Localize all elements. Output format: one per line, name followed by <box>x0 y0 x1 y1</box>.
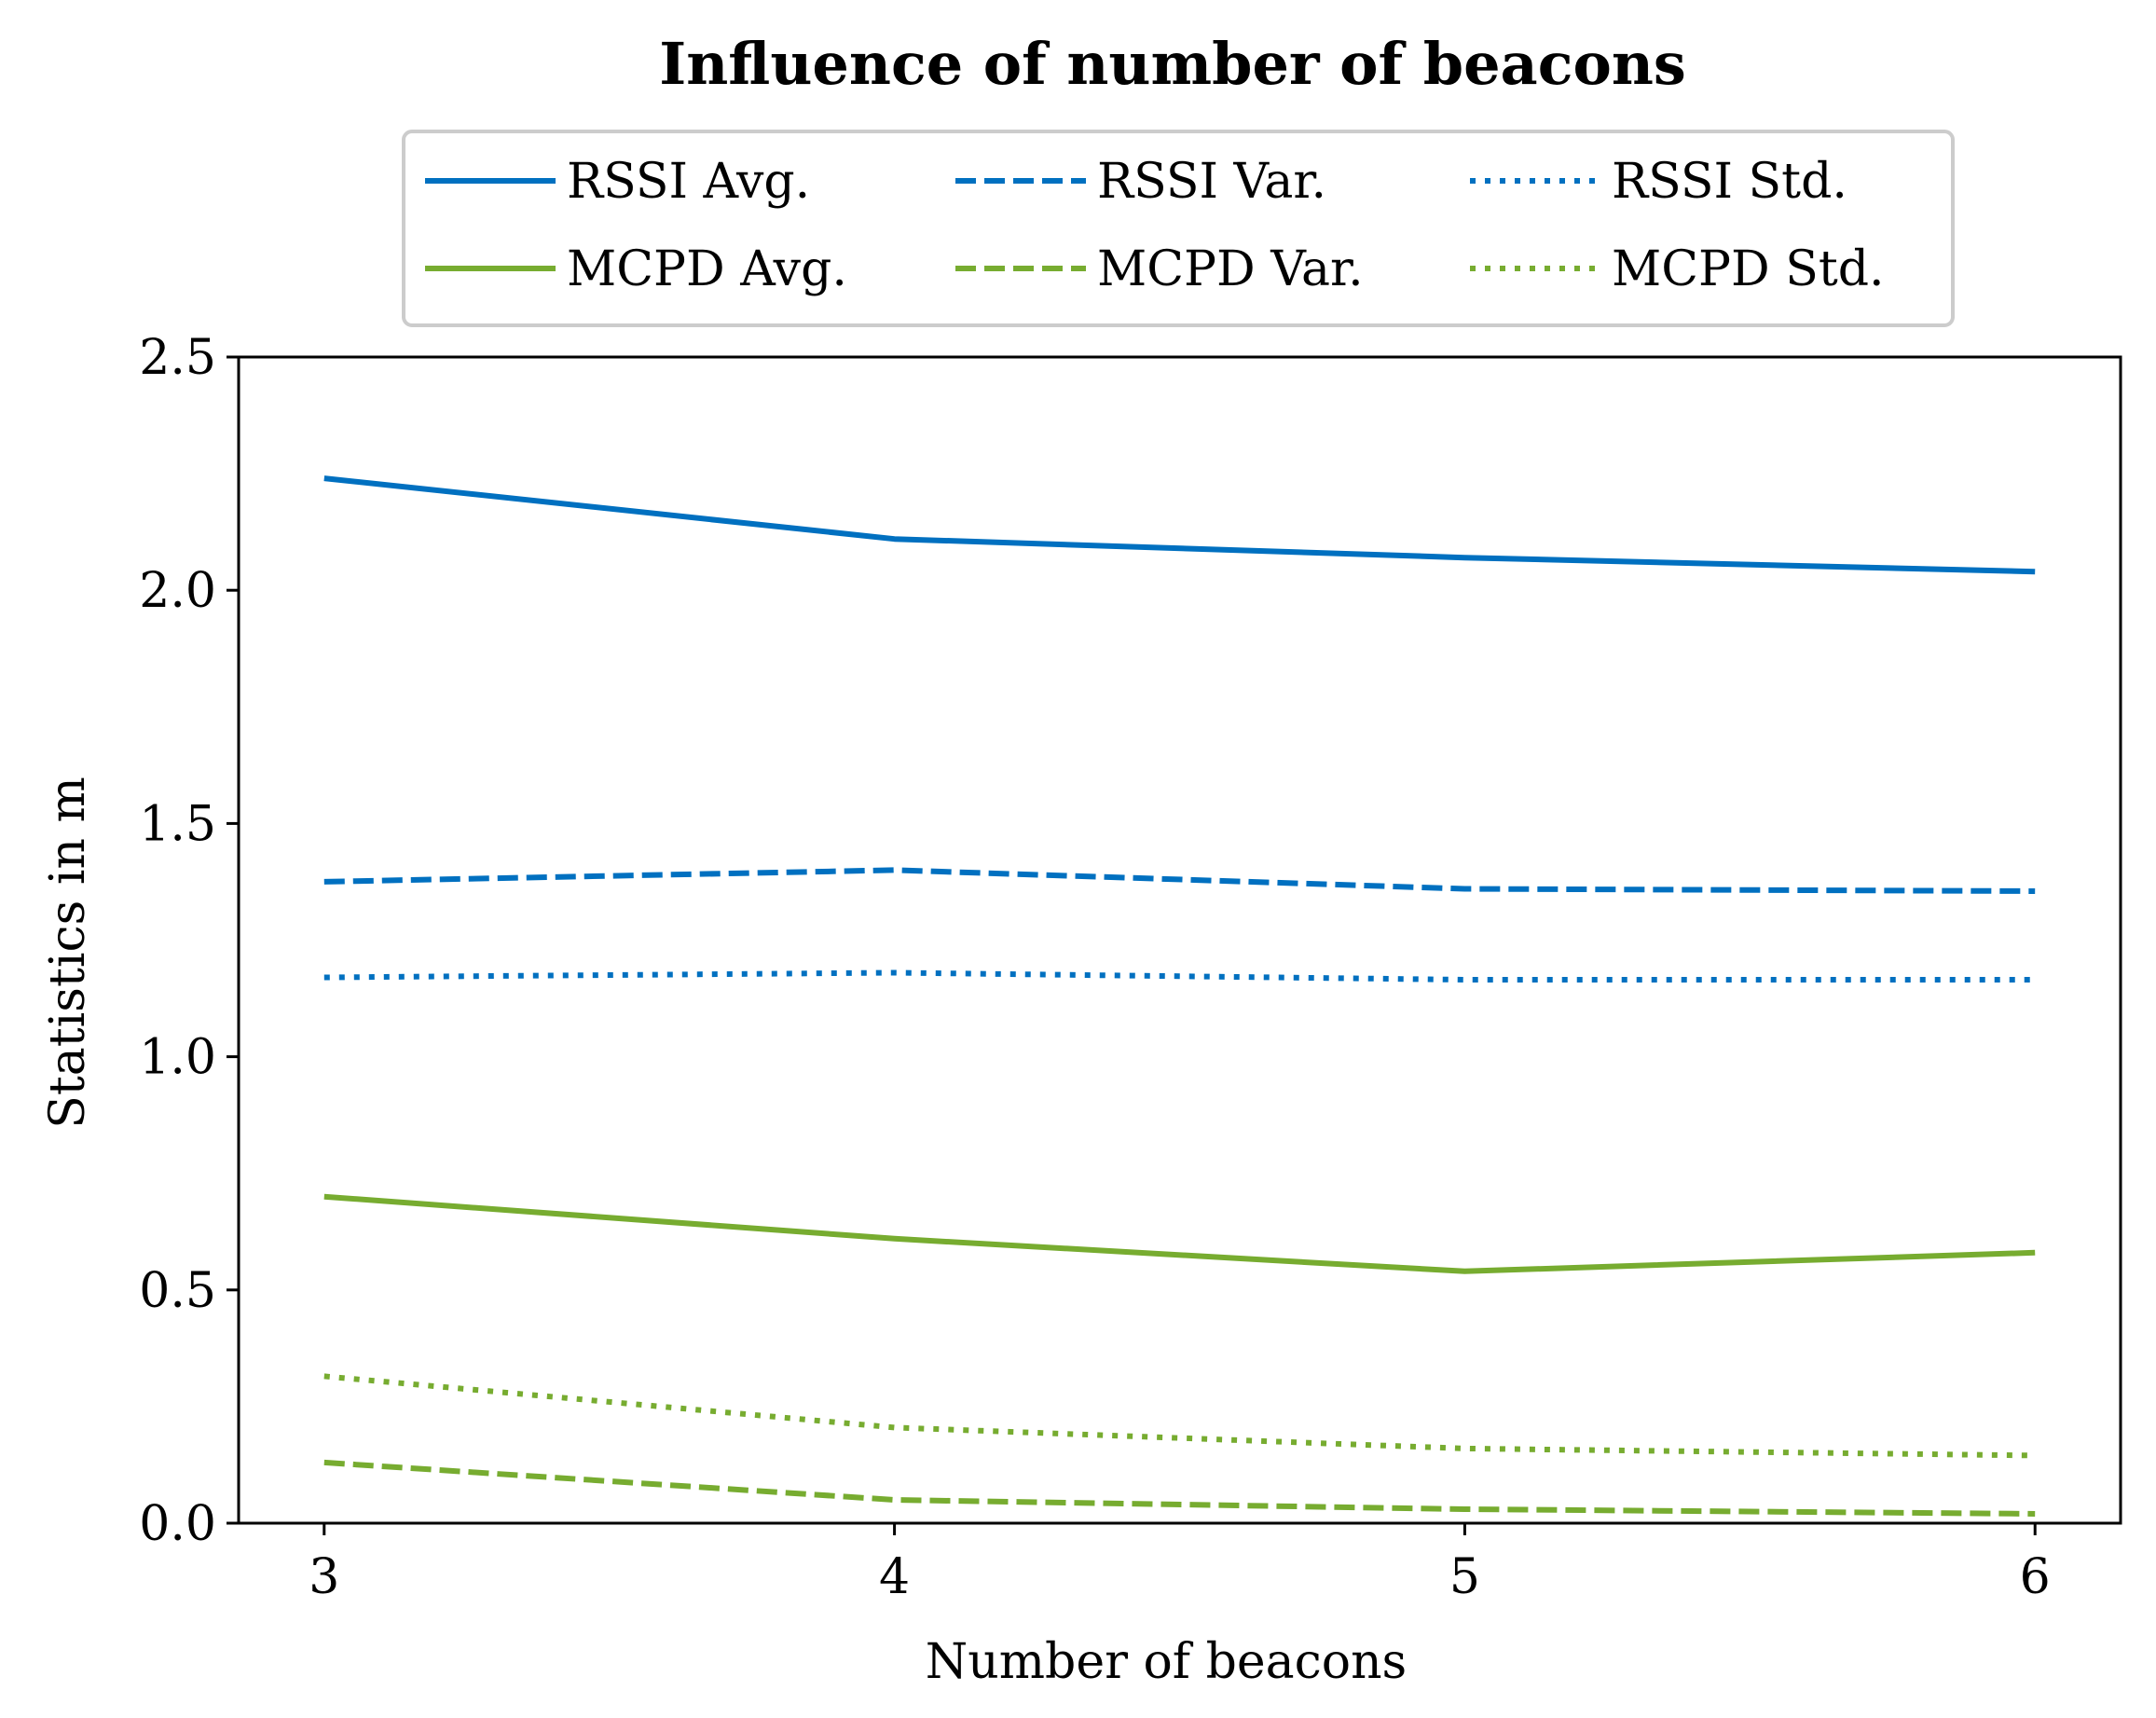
y-axis-label: Statistics in m <box>40 777 96 1129</box>
x-tick-label: 4 <box>879 1549 910 1605</box>
series-line-rssi-var <box>323 867 2036 894</box>
series-line-mcpd-std <box>323 1373 2036 1459</box>
legend-label: MCPD Std. <box>1612 241 1885 297</box>
y-tick-label: 1.5 <box>139 796 216 852</box>
chart-title: Influence of number of beacons <box>659 30 1686 98</box>
y-tick-label: 0.5 <box>139 1263 216 1319</box>
y-tick-label: 2.0 <box>139 563 216 619</box>
x-tick-label: 3 <box>309 1549 339 1605</box>
y-tick-label: 2.5 <box>139 330 216 386</box>
x-axis-label: Number of beacons <box>926 1634 1408 1690</box>
series-line-mcpd-var <box>323 1459 2036 1517</box>
axes-frame <box>237 355 2122 1525</box>
x-tick-label: 6 <box>2020 1549 2051 1605</box>
legend-label: RSSI Var. <box>1097 154 1326 210</box>
legend-label: MCPD Var. <box>1097 241 1364 297</box>
series-line-rssi-std <box>323 969 2036 983</box>
legend-frame <box>402 130 1955 327</box>
legend-label: RSSI Std. <box>1612 154 1847 210</box>
series-layer <box>323 475 2036 1517</box>
legend-label: RSSI Avg. <box>567 154 810 210</box>
ticks-layer: 3 4 5 6 0.0 0.5 1.0 1.5 2.0 2.5 <box>139 330 2050 1605</box>
y-tick-label: 1.0 <box>139 1030 216 1086</box>
series-line-mcpd-avg <box>323 1193 2036 1274</box>
legend-label: MCPD Avg. <box>567 241 847 297</box>
x-tick-label: 5 <box>1449 1549 1480 1605</box>
plot-area: 3 4 5 6 0.0 0.5 1.0 1.5 2.0 2.5 <box>139 330 2122 1605</box>
series-line-rssi-avg <box>323 475 2036 575</box>
legend: RSSI Avg. RSSI Var. RSSI Std. MCPD Avg. MCPD… <box>402 130 1955 327</box>
y-tick-label: 0.0 <box>139 1496 216 1552</box>
